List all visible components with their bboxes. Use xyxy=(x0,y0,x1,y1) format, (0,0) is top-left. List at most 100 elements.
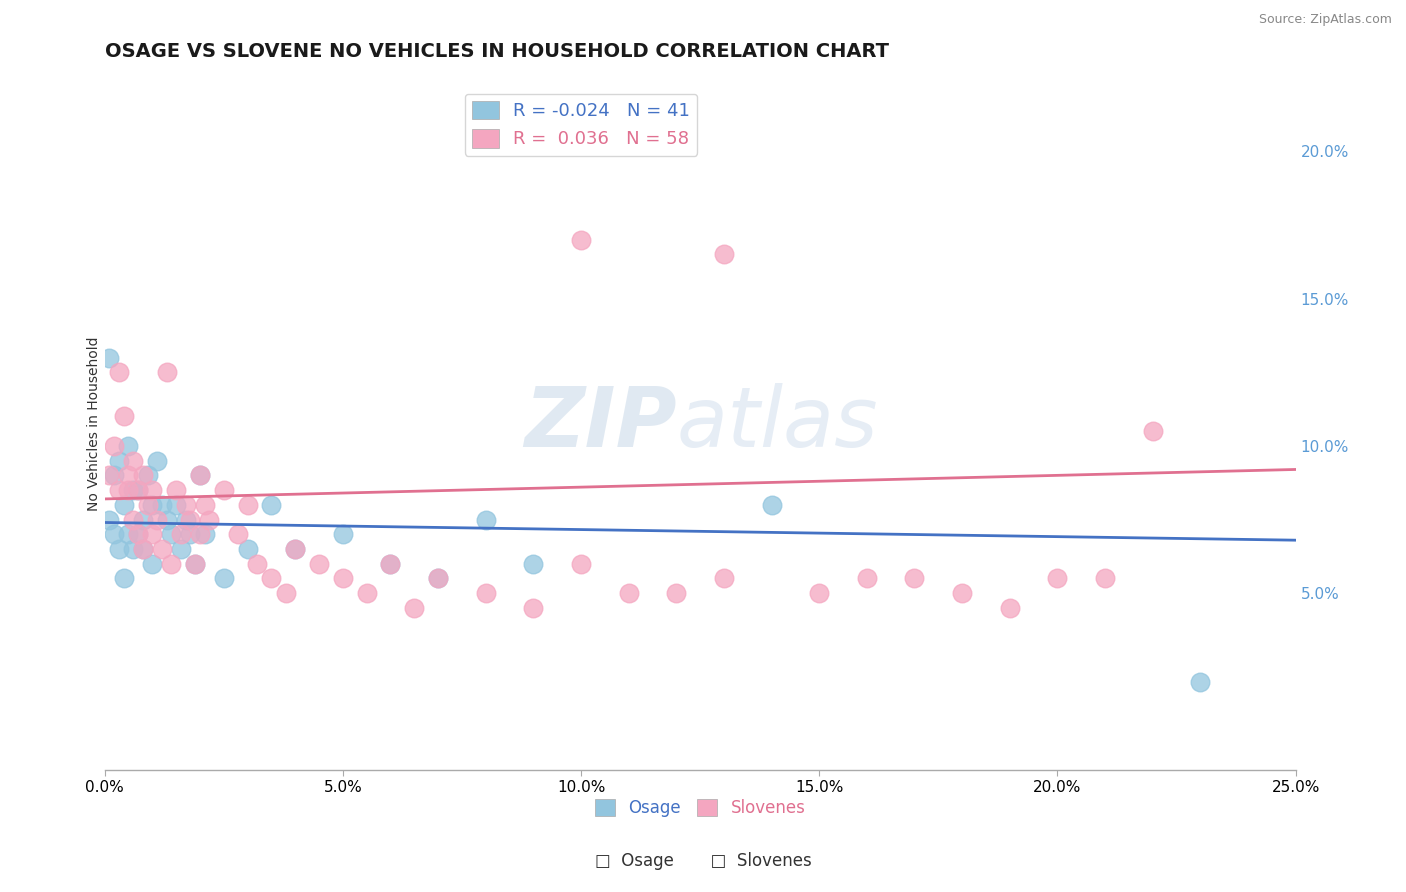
Point xyxy=(146,453,169,467)
Point xyxy=(103,439,125,453)
Point xyxy=(98,351,121,365)
Legend: Osage, Slovenes: Osage, Slovenes xyxy=(588,792,813,824)
Point xyxy=(569,233,592,247)
Point xyxy=(179,512,201,526)
Point xyxy=(117,468,139,483)
Point xyxy=(356,586,378,600)
Point xyxy=(184,557,207,571)
Point xyxy=(136,468,159,483)
Point xyxy=(761,498,783,512)
Point xyxy=(117,439,139,453)
Point xyxy=(569,557,592,571)
Point xyxy=(236,541,259,556)
Point xyxy=(1094,572,1116,586)
Text: OSAGE VS SLOVENE NO VEHICLES IN HOUSEHOLD CORRELATION CHART: OSAGE VS SLOVENE NO VEHICLES IN HOUSEHOL… xyxy=(104,42,889,61)
Point xyxy=(427,572,450,586)
Point xyxy=(617,586,640,600)
Point xyxy=(903,572,925,586)
Point xyxy=(274,586,297,600)
Point xyxy=(141,498,163,512)
Y-axis label: No Vehicles in Household: No Vehicles in Household xyxy=(87,336,101,511)
Point xyxy=(108,453,131,467)
Point xyxy=(179,527,201,541)
Point xyxy=(713,247,735,261)
Point xyxy=(117,527,139,541)
Point xyxy=(155,365,177,379)
Point xyxy=(194,527,217,541)
Point xyxy=(127,527,149,541)
Point xyxy=(188,527,211,541)
Point xyxy=(194,498,217,512)
Point xyxy=(474,586,496,600)
Point xyxy=(332,527,354,541)
Point xyxy=(141,483,163,497)
Point xyxy=(1189,674,1212,689)
Point xyxy=(136,498,159,512)
Point xyxy=(122,483,145,497)
Point xyxy=(132,541,155,556)
Point xyxy=(184,557,207,571)
Point xyxy=(103,527,125,541)
Point xyxy=(112,572,135,586)
Point xyxy=(236,498,259,512)
Point xyxy=(174,498,197,512)
Point xyxy=(522,557,544,571)
Point xyxy=(404,601,426,615)
Point xyxy=(212,483,235,497)
Text: atlas: atlas xyxy=(676,384,877,465)
Point xyxy=(160,557,183,571)
Point xyxy=(998,601,1021,615)
Point xyxy=(226,527,249,541)
Point xyxy=(98,512,121,526)
Point xyxy=(246,557,269,571)
Point xyxy=(117,483,139,497)
Point xyxy=(260,572,283,586)
Point xyxy=(108,483,131,497)
Point xyxy=(127,483,149,497)
Point xyxy=(170,527,193,541)
Point xyxy=(474,512,496,526)
Point xyxy=(950,586,973,600)
Point xyxy=(808,586,831,600)
Point xyxy=(103,468,125,483)
Point xyxy=(522,601,544,615)
Point xyxy=(1142,424,1164,438)
Point xyxy=(112,498,135,512)
Point xyxy=(150,541,173,556)
Point xyxy=(127,483,149,497)
Point xyxy=(174,512,197,526)
Point xyxy=(108,541,131,556)
Point xyxy=(284,541,307,556)
Point xyxy=(112,409,135,424)
Point xyxy=(188,468,211,483)
Point xyxy=(284,541,307,556)
Point xyxy=(212,572,235,586)
Point xyxy=(141,527,163,541)
Point xyxy=(332,572,354,586)
Point xyxy=(108,365,131,379)
Point xyxy=(155,512,177,526)
Point xyxy=(146,512,169,526)
Point xyxy=(856,572,879,586)
Point xyxy=(260,498,283,512)
Point xyxy=(122,453,145,467)
Point xyxy=(132,512,155,526)
Point xyxy=(427,572,450,586)
Point xyxy=(713,572,735,586)
Point xyxy=(665,586,688,600)
Point xyxy=(122,541,145,556)
Text: □  Osage       □  Slovenes: □ Osage □ Slovenes xyxy=(595,852,811,870)
Point xyxy=(150,498,173,512)
Point xyxy=(122,512,145,526)
Point xyxy=(160,527,183,541)
Point xyxy=(380,557,402,571)
Point xyxy=(188,468,211,483)
Point xyxy=(308,557,330,571)
Point xyxy=(132,541,155,556)
Point xyxy=(132,468,155,483)
Point xyxy=(165,498,187,512)
Point xyxy=(1046,572,1069,586)
Point xyxy=(170,541,193,556)
Point xyxy=(127,527,149,541)
Point xyxy=(141,557,163,571)
